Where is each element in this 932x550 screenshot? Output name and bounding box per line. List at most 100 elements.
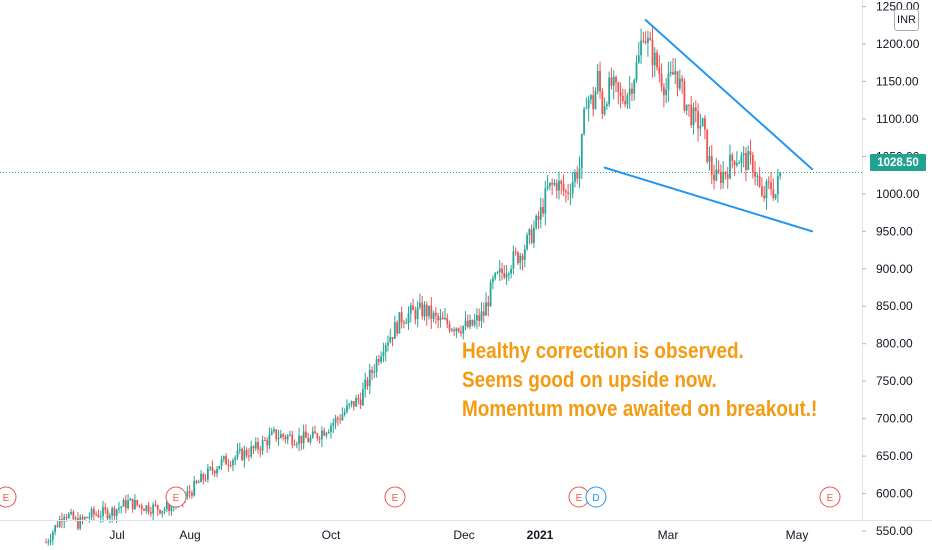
candle [585, 97, 588, 110]
candle [455, 327, 458, 339]
candle [592, 86, 595, 117]
candle [382, 342, 385, 363]
candle [715, 157, 718, 182]
trendline-lower[interactable] [603, 166, 814, 233]
candle [403, 319, 405, 329]
candle [731, 152, 734, 169]
trendlines[interactable] [603, 19, 814, 233]
earnings-marker[interactable]: E [819, 486, 841, 508]
candle [633, 78, 636, 101]
candle [690, 95, 693, 128]
time-axis[interactable]: Jul Aug Oct Dec 2021 Mar May [0, 520, 932, 543]
x-tick-label: 2021 [527, 528, 554, 542]
candle [658, 55, 661, 83]
earnings-marker[interactable]: E [384, 486, 406, 508]
dividend-marker[interactable]: D [585, 486, 607, 508]
trendline-upper[interactable] [644, 19, 814, 171]
candle [583, 106, 585, 136]
candle [154, 500, 157, 507]
candle [665, 78, 668, 104]
price-axis[interactable]: 1250.001200.001150.001100.001050.001000.… [862, 0, 920, 538]
candle [419, 293, 421, 310]
candle [476, 308, 478, 330]
candle [88, 512, 91, 523]
candle [681, 75, 684, 94]
candle [551, 178, 554, 196]
candle [656, 49, 658, 71]
candle [120, 505, 123, 514]
candle [70, 508, 72, 516]
candle [279, 429, 282, 439]
candle [398, 312, 401, 334]
candle [364, 372, 367, 398]
candle [129, 497, 132, 501]
candle [560, 179, 563, 195]
candle [355, 395, 357, 407]
candle [47, 538, 50, 546]
candle [51, 530, 54, 545]
x-tick-label: Aug [179, 528, 200, 542]
candle [152, 502, 155, 521]
candle [54, 524, 57, 536]
candle [779, 171, 782, 180]
candle [578, 156, 581, 188]
candle [539, 197, 542, 229]
candle [257, 437, 259, 454]
candle [81, 514, 84, 525]
y-tick-label: 750.00 [876, 374, 913, 388]
candle [772, 178, 775, 201]
candle [437, 312, 440, 329]
candle [346, 399, 348, 414]
candle [227, 458, 230, 472]
candle [567, 183, 570, 201]
candle [628, 76, 631, 109]
candle [462, 325, 465, 340]
candle [651, 26, 654, 78]
y-tick-label: 950.00 [876, 224, 913, 238]
candle [106, 507, 109, 521]
candle [498, 259, 501, 282]
candle [295, 441, 298, 449]
x-tick-label: Jul [109, 528, 124, 542]
candle [704, 114, 706, 140]
x-tick-label: May [786, 528, 809, 542]
candle [245, 447, 248, 459]
y-tick-label: 650.00 [876, 449, 913, 463]
annotation-line: Healthy correction is observed. [462, 338, 744, 363]
candle [300, 435, 303, 451]
earnings-marker[interactable]: E [165, 486, 187, 508]
candle [316, 432, 319, 441]
candle [708, 146, 711, 171]
candle [268, 427, 271, 450]
candle [535, 214, 538, 230]
candle [291, 430, 294, 449]
candle [596, 64, 599, 95]
candle [574, 169, 576, 188]
annotation-line: Seems good on upside now. [462, 367, 717, 392]
earnings-marker[interactable]: E [0, 486, 17, 508]
candle [770, 172, 772, 196]
candle [489, 279, 492, 307]
candle [396, 320, 399, 337]
event-marker-label: E [576, 493, 583, 504]
candle [254, 437, 257, 451]
candle [99, 510, 102, 523]
candle [412, 298, 414, 311]
candle [754, 160, 756, 186]
candle [446, 313, 449, 329]
candle [615, 75, 617, 93]
candle [343, 408, 346, 417]
event-marker-label: D [592, 493, 599, 504]
candle [439, 308, 442, 328]
candle [270, 427, 273, 436]
candle [528, 228, 531, 245]
currency-label[interactable]: INR [894, 9, 919, 31]
candle [533, 220, 535, 248]
candle [562, 174, 565, 197]
candle [348, 402, 351, 410]
candle [375, 355, 378, 378]
y-tick-label: 800.00 [876, 337, 913, 351]
